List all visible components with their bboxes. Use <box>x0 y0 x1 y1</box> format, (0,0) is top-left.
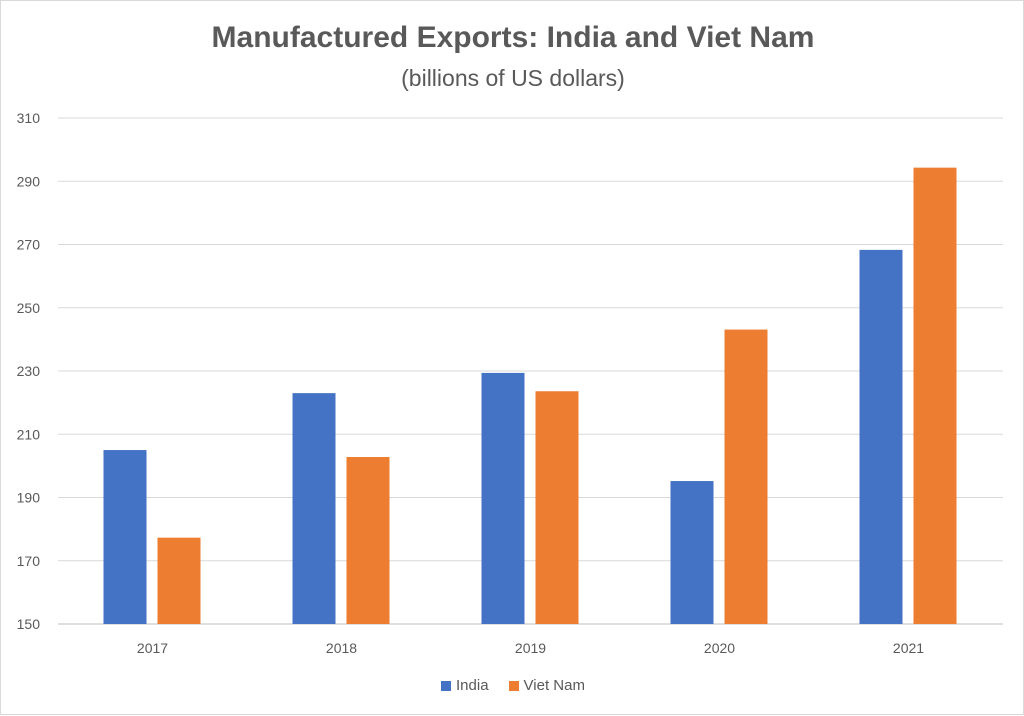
bar-india-2017 <box>103 450 147 624</box>
x-tick-label: 2021 <box>893 640 924 656</box>
bar-india-2020 <box>670 481 714 624</box>
y-tick-label: 190 <box>17 490 41 506</box>
x-tick-label: 2020 <box>704 640 735 656</box>
legend-label-viet-nam: Viet Nam <box>523 677 585 694</box>
y-tick-label: 230 <box>17 363 41 379</box>
bar-viet-nam-2020 <box>724 329 768 624</box>
bar-viet-nam-2019 <box>535 391 579 624</box>
x-tick-label: 2019 <box>515 640 546 656</box>
y-tick-label: 310 <box>17 110 41 126</box>
bar-india-2021 <box>859 249 903 624</box>
bar-india-2019 <box>481 372 525 624</box>
legend: India Viet Nam <box>1 677 1024 694</box>
y-tick-label: 250 <box>17 300 41 316</box>
bar-india-2018 <box>292 393 336 624</box>
bar-viet-nam-2018 <box>346 457 390 624</box>
bar-viet-nam-2021 <box>913 167 957 624</box>
bar-viet-nam-2017 <box>157 537 201 624</box>
x-tick-label: 2018 <box>326 640 357 656</box>
legend-label-india: India <box>456 677 489 694</box>
y-tick-label: 290 <box>17 173 41 189</box>
y-tick-label: 170 <box>17 553 41 569</box>
chart-title: Manufactured Exports: India and Viet Nam <box>211 21 815 54</box>
chart-subtitle: (billions of US dollars) <box>401 65 625 91</box>
legend-swatch-india <box>441 680 452 691</box>
legend-swatch-viet-nam <box>508 680 519 691</box>
y-tick-label: 210 <box>17 426 41 442</box>
legend-item-india: India <box>441 677 489 694</box>
legend-item-viet-nam: Viet Nam <box>508 677 585 694</box>
x-tick-label: 2017 <box>137 640 168 656</box>
y-tick-label: 270 <box>17 237 41 253</box>
y-tick-label: 150 <box>17 616 41 632</box>
